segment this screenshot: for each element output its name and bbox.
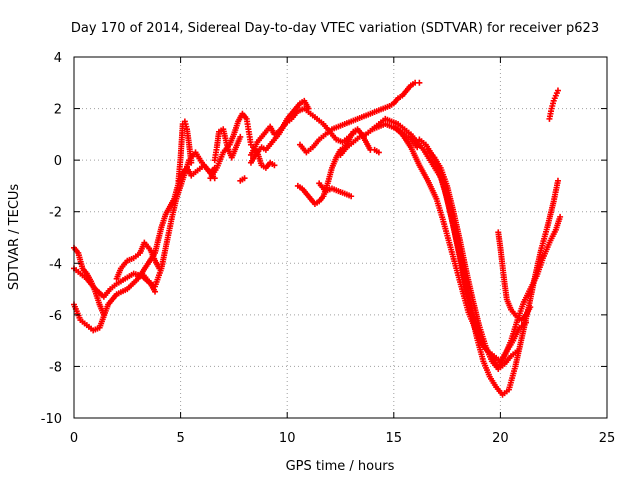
y-tick-label: -8: [49, 360, 62, 375]
series-arc-4: [113, 239, 163, 282]
data-point: [527, 304, 534, 311]
data-point: [514, 347, 521, 354]
y-tick-label: -2: [49, 206, 62, 221]
data-point: [100, 311, 107, 318]
tick-marks: [73, 56, 608, 419]
series-arc-22: [495, 229, 534, 324]
chart-title: Day 170 of 2014, Sidereal Day-to-day VTE…: [71, 21, 599, 36]
series-arc-7: [211, 126, 244, 164]
y-axis-label: SDTVAR / TECUs: [7, 184, 22, 291]
x-tick-label: 20: [492, 431, 509, 446]
y-tick-label: -10: [41, 412, 62, 427]
series-arc-15: [316, 180, 355, 200]
series-arc-23: [546, 87, 561, 122]
y-tick-label: 4: [54, 51, 62, 66]
y-tick-label: 2: [54, 103, 62, 118]
data-point: [241, 175, 248, 182]
x-tick-label: 15: [386, 431, 403, 446]
y-tick-label: -4: [49, 257, 62, 272]
y-tick-label: -6: [49, 309, 62, 324]
data-point: [188, 159, 195, 166]
data-point: [375, 149, 382, 156]
y-tick-label: 0: [54, 154, 62, 169]
data-points: [71, 79, 564, 398]
series-arc-8: [207, 110, 254, 182]
x-tick-label: 5: [176, 431, 184, 446]
data-point: [152, 288, 159, 295]
plot-frame: [73, 56, 608, 419]
series-arc-12: [250, 144, 278, 171]
series-arc-5: [139, 149, 218, 290]
data-point: [348, 193, 355, 200]
x-axis-label: GPS time / hours: [286, 459, 395, 474]
data-point: [416, 79, 423, 86]
x-tick-label: 0: [70, 431, 78, 446]
series-arc-13: [296, 79, 423, 156]
data-point: [271, 162, 278, 169]
series-arc-6: [175, 118, 195, 184]
series-arc-9: [237, 175, 248, 184]
data-point: [237, 133, 244, 140]
x-tick-label: 25: [599, 431, 616, 446]
series-arc-21: [431, 154, 521, 373]
tick-labels: 0 5 10 15 20 25 -10 -8 -6 -4 -2 0 2 4: [41, 51, 616, 446]
data-point: [557, 213, 564, 220]
data-point: [554, 87, 561, 94]
x-tick-label: 10: [279, 431, 296, 446]
data-point: [554, 177, 561, 184]
